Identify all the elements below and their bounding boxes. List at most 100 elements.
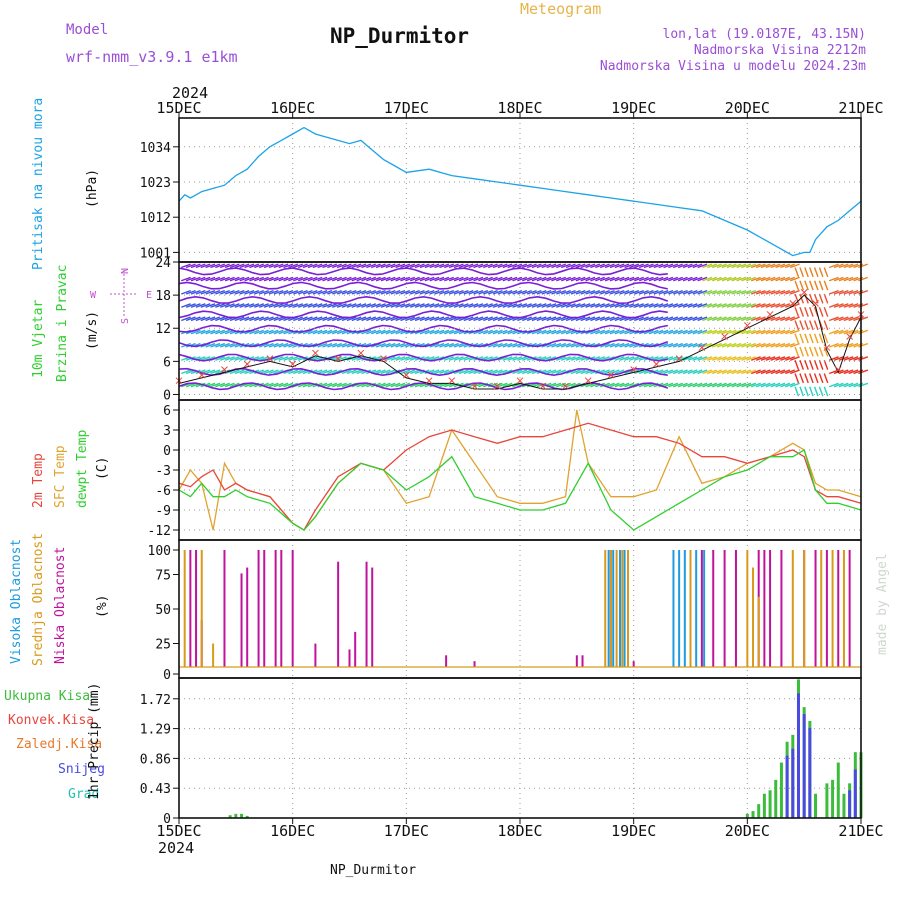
wind-barb	[390, 342, 401, 348]
precip-legend-5: Grad	[68, 787, 99, 802]
wind-gust-marker	[221, 366, 228, 373]
wind-barb	[561, 342, 571, 348]
wind-barb	[249, 263, 260, 269]
wind-barb	[195, 382, 206, 388]
wind-barb	[336, 382, 347, 388]
wind-barb	[658, 316, 669, 322]
wind-barb	[502, 342, 513, 348]
wind-barb	[775, 382, 786, 388]
wind-barb	[580, 263, 591, 269]
cloud-bar-visoka	[672, 550, 675, 667]
wind-barb	[775, 289, 786, 295]
wind-barb	[604, 263, 615, 269]
wind-barb	[307, 289, 318, 295]
wind-barb	[517, 369, 528, 375]
wind-barb	[692, 289, 703, 295]
wind-barb	[823, 333, 829, 344]
wind-barb	[268, 369, 279, 375]
wind-barb	[322, 289, 333, 295]
wind-barb	[458, 276, 469, 282]
wind-barb	[755, 316, 766, 322]
wind-barb	[746, 289, 756, 295]
cloud-bar-niska	[814, 550, 817, 667]
wind-barb	[677, 369, 688, 375]
wind-barb	[765, 276, 776, 282]
wind-streamline	[178, 267, 668, 276]
bottom-day-label: 15DEC	[156, 822, 201, 840]
wind-barb	[712, 382, 722, 388]
wind-barb	[385, 316, 396, 322]
wind-barb	[750, 342, 761, 348]
wind-barb	[215, 289, 226, 295]
wind-barb	[575, 276, 586, 282]
wind-barb	[229, 369, 240, 375]
pressure-line	[178, 126, 862, 257]
wind-barb	[609, 289, 620, 295]
wind-gust-marker	[789, 300, 797, 307]
wind-barb	[458, 382, 469, 388]
wind-barb	[687, 276, 698, 282]
wind-barb	[843, 382, 854, 388]
wind-barb	[448, 303, 459, 308]
wind-barb	[507, 329, 518, 335]
wind-barb	[648, 263, 659, 269]
wind-barb	[181, 316, 191, 322]
wind-barb	[726, 342, 737, 348]
wind-barb	[273, 329, 284, 335]
cloud-bar-niska	[473, 661, 476, 667]
wind-barb	[721, 342, 732, 348]
wind-barb	[526, 289, 537, 295]
wind-barb	[565, 342, 576, 348]
wind-barb	[409, 369, 420, 375]
wind-barb	[307, 276, 318, 282]
wind-barb	[375, 329, 386, 335]
temp-tick-label: 6	[163, 404, 171, 419]
wind-barb	[400, 276, 411, 282]
bottom-day-label: 16DEC	[270, 822, 315, 840]
wind-barb	[492, 369, 503, 375]
wind-barb	[200, 329, 211, 335]
wind-barb	[444, 276, 454, 282]
wind-barb	[526, 276, 537, 282]
wind-barb	[789, 289, 800, 295]
wind-barb	[716, 263, 727, 269]
wind-barb	[799, 293, 805, 304]
wind-barb	[215, 382, 226, 388]
wind-barb	[444, 329, 454, 335]
wind-barb	[741, 329, 752, 335]
wind-barb	[682, 263, 693, 269]
wind-streamline	[178, 324, 668, 333]
wind-barb	[424, 276, 435, 282]
wind-barb	[848, 303, 859, 308]
precip-bar	[796, 693, 800, 818]
wind-barb	[380, 263, 391, 269]
wind-barb	[561, 329, 571, 335]
wind-barb	[346, 289, 357, 295]
wind-barb	[551, 342, 562, 348]
wind-barb	[336, 329, 347, 335]
wind-barb	[400, 342, 411, 348]
wind-barb	[580, 303, 591, 308]
wind-barb	[278, 276, 289, 282]
wind-barb	[697, 276, 708, 282]
wind-barb	[575, 356, 586, 361]
wind-barb	[239, 316, 250, 322]
wind-barb	[619, 382, 630, 388]
wind-barb	[395, 303, 406, 308]
precip-bar	[779, 762, 783, 818]
wind-barb	[375, 369, 386, 375]
wind-gust-marker	[425, 377, 433, 385]
wind-barb	[312, 329, 323, 335]
wind-barb	[638, 289, 649, 295]
wind-gust-marker	[766, 311, 774, 318]
precip-bar	[762, 793, 766, 818]
wind-barb	[858, 289, 869, 295]
wind-barb	[561, 289, 571, 295]
wind-barb	[473, 303, 484, 308]
wind-barb	[531, 329, 542, 335]
cloud-bar-niska	[723, 550, 726, 667]
precip-unit: 1hr Precip (mm)	[87, 683, 102, 800]
wind-barb	[716, 329, 727, 335]
wind-barb	[215, 356, 226, 361]
cloud-bar-niska	[223, 550, 226, 667]
